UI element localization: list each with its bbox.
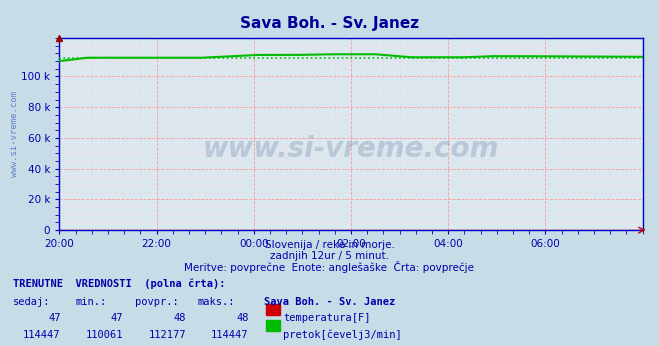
Text: 110061: 110061 xyxy=(86,330,123,340)
Text: Sava Boh. - Sv. Janez: Sava Boh. - Sv. Janez xyxy=(240,16,419,30)
Text: Slovenija / reke in morje.: Slovenija / reke in morje. xyxy=(264,240,395,251)
Text: zadnjih 12ur / 5 minut.: zadnjih 12ur / 5 minut. xyxy=(270,251,389,261)
Text: 48: 48 xyxy=(173,313,186,323)
Text: 47: 47 xyxy=(111,313,123,323)
Text: Sava Boh. - Sv. Janez: Sava Boh. - Sv. Janez xyxy=(264,297,395,307)
Text: maks.:: maks.: xyxy=(198,297,235,307)
Text: 114447: 114447 xyxy=(23,330,61,340)
Text: povpr.:: povpr.: xyxy=(135,297,179,307)
Text: TRENUTNE  VREDNOSTI  (polna črta):: TRENUTNE VREDNOSTI (polna črta): xyxy=(13,279,225,289)
Text: Meritve: povprečne  Enote: anglešaške  Črta: povprečje: Meritve: povprečne Enote: anglešaške Črt… xyxy=(185,261,474,273)
Text: pretok[čevelj3/min]: pretok[čevelj3/min] xyxy=(283,330,402,340)
Text: temperatura[F]: temperatura[F] xyxy=(283,313,371,323)
Text: 48: 48 xyxy=(236,313,248,323)
Text: sedaj:: sedaj: xyxy=(13,297,51,307)
Text: 47: 47 xyxy=(48,313,61,323)
Y-axis label: www.si-vreme.com: www.si-vreme.com xyxy=(9,91,18,177)
Text: min.:: min.: xyxy=(76,297,107,307)
Text: 112177: 112177 xyxy=(148,330,186,340)
Text: 114447: 114447 xyxy=(211,330,248,340)
Text: www.si-vreme.com: www.si-vreme.com xyxy=(203,135,499,163)
